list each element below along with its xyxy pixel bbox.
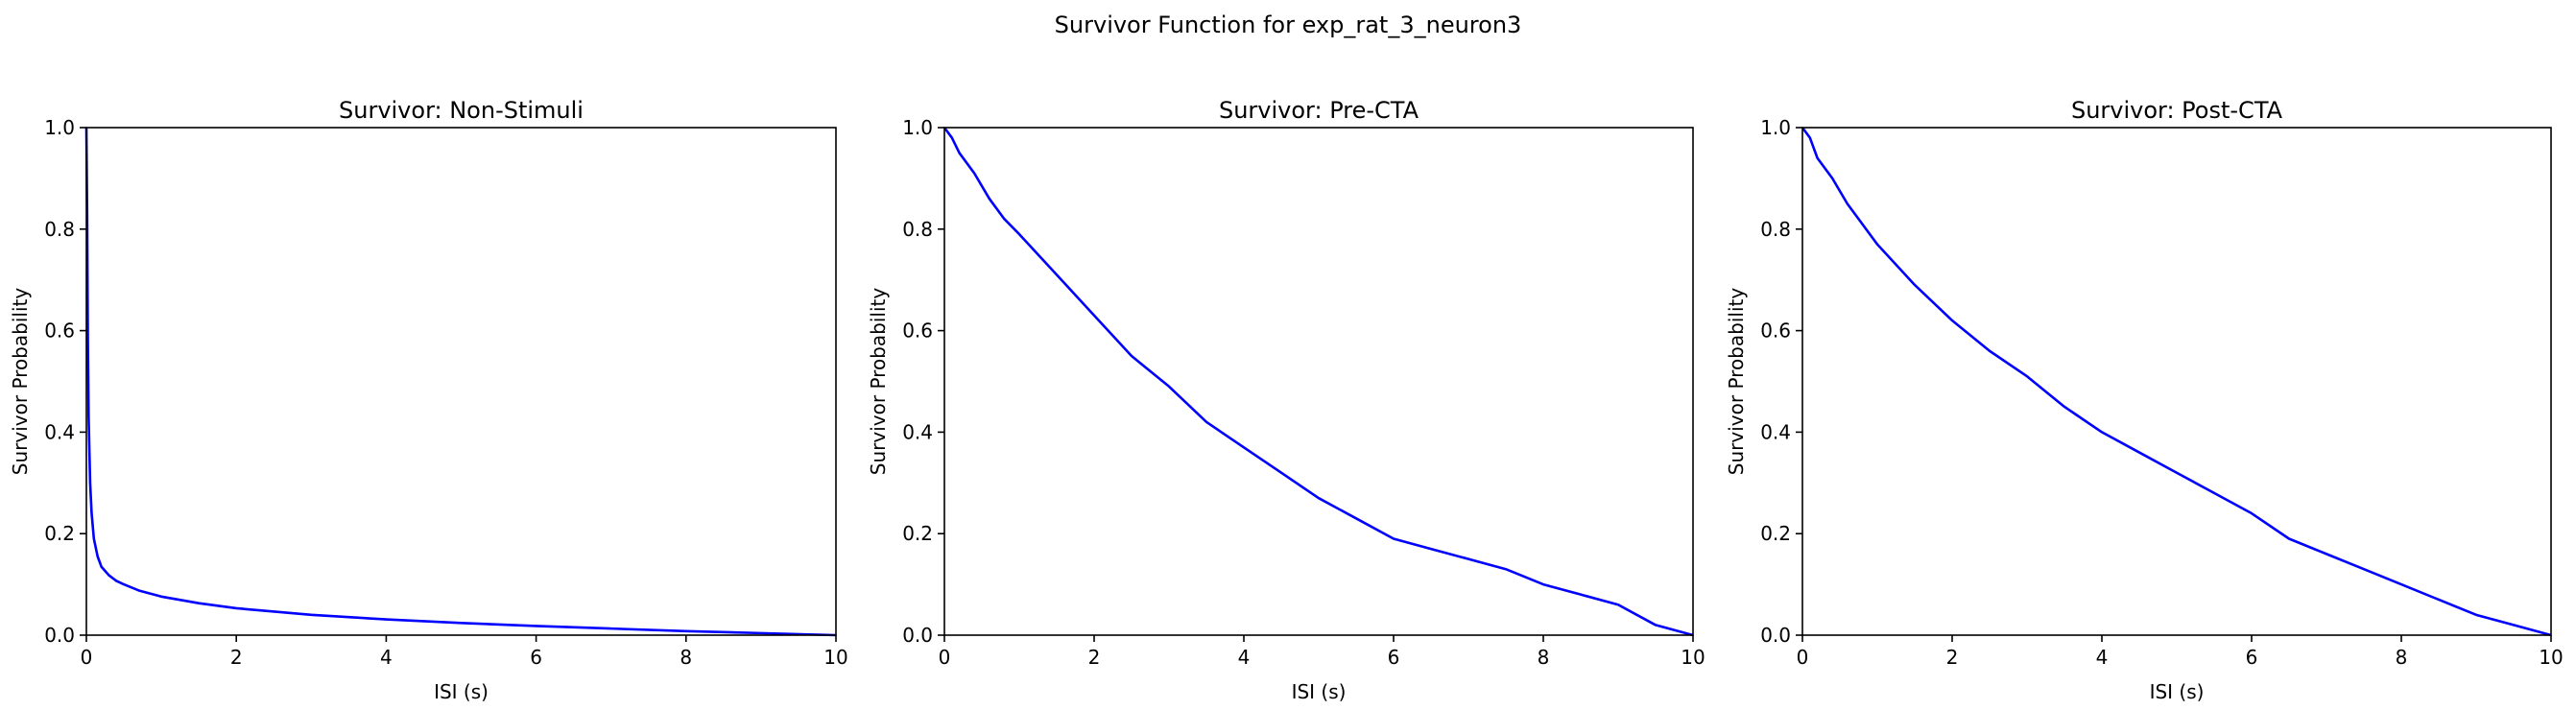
chart-panel-1: 0 2 4 6 8 10 0.0 0.2 0.4 0.6 0.8 1.0 Survivor: Non-S… <box>9 97 848 703</box>
x-tick-label: 0 <box>939 646 951 669</box>
y-tick-label: 0.4 <box>44 420 75 443</box>
x-tick-label: 4 <box>2096 646 2109 669</box>
survivor-curve <box>84 127 837 637</box>
x-tick-label: 10 <box>1681 646 1705 669</box>
y-tick-label: 0.0 <box>902 624 933 647</box>
y-tick-label: 0.2 <box>44 522 75 545</box>
x-tick-label: 0 <box>1797 646 1809 669</box>
y-tick-label: 0.6 <box>902 320 933 343</box>
panel-title: Survivor: Post-CTA <box>2071 97 2283 124</box>
survivor-curve <box>1801 127 2552 637</box>
panel-title: Survivor: Pre-CTA <box>1219 97 1419 124</box>
chart-panel-3: 0 2 4 6 8 10 0.0 0.2 0.4 0.6 0.8 1.0 Survivor: Post-… <box>1725 97 2564 703</box>
y-axis-label: Survivor Probability <box>1725 288 1748 476</box>
figure-suptitle: Survivor Function for exp_rat_3_neuron3 <box>1055 12 1522 38</box>
y-tick-label: 0.2 <box>1760 522 1791 545</box>
plot-frame <box>943 127 1694 636</box>
y-tick-label: 0.2 <box>902 522 933 545</box>
x-tick-label: 6 <box>530 646 542 669</box>
y-tick-label: 1.0 <box>44 116 75 139</box>
x-axis-label: ISI (s) <box>2150 680 2205 703</box>
y-tick-label: 1.0 <box>1760 116 1791 139</box>
panel-title: Survivor: Non-Stimuli <box>339 97 584 124</box>
y-tick-label: 0.4 <box>902 420 933 443</box>
x-tick-label: 8 <box>2396 646 2408 669</box>
x-axis-label: ISI (s) <box>434 680 489 703</box>
x-tick-label: 0 <box>81 646 93 669</box>
plot-frame <box>85 127 837 636</box>
x-tick-label: 4 <box>1238 646 1251 669</box>
y-tick-label: 0.8 <box>1760 218 1791 241</box>
y-axis-label: Survivor Probability <box>9 288 32 476</box>
x-tick-label: 6 <box>2246 646 2258 669</box>
x-tick-label: 2 <box>1946 646 1959 669</box>
y-tick-label: 0.6 <box>1760 320 1791 343</box>
x-tick-label: 2 <box>1088 646 1101 669</box>
y-tick-label: 0.8 <box>902 218 933 241</box>
x-tick-label: 8 <box>680 646 692 669</box>
y-tick-label: 0.0 <box>44 624 75 647</box>
x-tick-label: 4 <box>380 646 393 669</box>
y-tick-label: 0.6 <box>44 320 75 343</box>
chart-panel-2: 0 2 4 6 8 10 0.0 0.2 0.4 0.6 0.8 1.0 Survivor: Pre-C… <box>867 97 1705 703</box>
x-tick-label: 10 <box>2539 646 2563 669</box>
x-tick-label: 2 <box>230 646 243 669</box>
x-tick-label: 10 <box>823 646 847 669</box>
y-tick-label: 0.4 <box>1760 420 1791 443</box>
x-axis-label: ISI (s) <box>1292 680 1347 703</box>
y-tick-label: 0.0 <box>1760 624 1791 647</box>
x-tick-label: 6 <box>1388 646 1400 669</box>
y-tick-label: 1.0 <box>902 116 933 139</box>
survivor-curve <box>942 127 1694 637</box>
y-tick-label: 0.8 <box>44 218 75 241</box>
plot-frame <box>1801 127 2552 636</box>
x-tick-label: 8 <box>1538 646 1550 669</box>
y-axis-label: Survivor Probability <box>867 288 890 476</box>
